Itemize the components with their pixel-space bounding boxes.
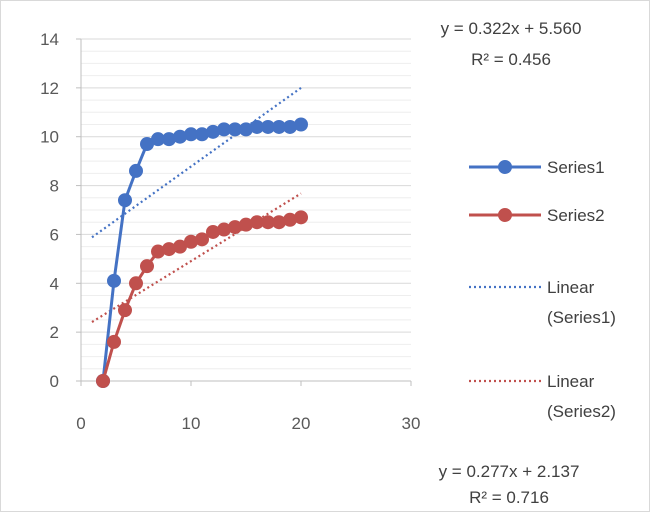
data-point (217, 122, 231, 137)
x-tick-label: 20 (292, 414, 311, 433)
data-point (129, 163, 143, 178)
legend-label: Series2 (547, 206, 605, 225)
data-point (151, 132, 165, 147)
data-point (195, 232, 209, 247)
data-point (261, 119, 275, 134)
data-point (173, 239, 187, 254)
y-tick-label: 0 (50, 372, 59, 391)
data-point (272, 215, 286, 230)
data-point (272, 119, 286, 134)
data-point (239, 122, 253, 137)
data-point (294, 117, 308, 132)
data-point (151, 244, 165, 259)
y-tick-label: 6 (50, 225, 59, 244)
data-point (162, 242, 176, 257)
data-series (96, 117, 308, 388)
data-point (140, 259, 154, 274)
data-point (195, 127, 209, 142)
trendline-equation: y = 0.277x + 2.137 (439, 462, 580, 481)
data-point (129, 276, 143, 291)
trendline (91, 192, 302, 323)
data-point (283, 119, 297, 134)
legend-marker (498, 208, 512, 222)
data-point (118, 303, 132, 318)
data-point (250, 119, 264, 134)
data-point (261, 215, 275, 230)
data-point (217, 222, 231, 237)
data-point (162, 132, 176, 147)
data-point (228, 122, 242, 137)
axes (76, 38, 412, 386)
legend-marker (498, 160, 512, 174)
tick-labels: 0 2 4 6 8 10 12 14 0 10 20 30 (40, 30, 420, 433)
legend-label: Series1 (547, 158, 605, 177)
trendline-r-squared: R² = 0.716 (469, 488, 549, 507)
data-point (184, 234, 198, 249)
legend: Series1 Series2 Linear (Series1) Linear (Seri… (469, 158, 616, 421)
x-tick-label: 0 (76, 414, 85, 433)
data-point (173, 129, 187, 144)
y-tick-label: 10 (40, 128, 59, 147)
legend-label: Linear (547, 372, 595, 391)
data-point (206, 224, 220, 239)
x-tick-label: 30 (402, 414, 421, 433)
legend-label: (Series2) (547, 402, 616, 421)
trendline-r-squared: R² = 0.456 (471, 50, 551, 69)
series-line (101, 123, 302, 382)
data-point (107, 334, 121, 349)
data-point (294, 210, 308, 225)
y-tick-label: 4 (50, 274, 59, 293)
data-point (228, 220, 242, 235)
data-point (250, 215, 264, 230)
trendline-equations: y = 0.322x + 5.560 R² = 0.456 y = 0.277x +… (439, 19, 582, 507)
y-tick-label: 8 (50, 177, 59, 196)
data-point (140, 137, 154, 152)
legend-label: Linear (547, 278, 595, 297)
y-tick-label: 12 (40, 79, 59, 98)
data-point (283, 212, 297, 227)
data-point (239, 217, 253, 232)
legend-label: (Series1) (547, 308, 616, 327)
x-tick-label: 10 (182, 414, 201, 433)
data-point (107, 273, 121, 288)
trendline-equation: y = 0.322x + 5.560 (441, 19, 582, 38)
trendlines (91, 86, 302, 323)
y-tick-label: 14 (40, 30, 59, 49)
data-point (206, 124, 220, 139)
data-point (184, 127, 198, 142)
data-point (96, 374, 110, 388)
data-point (118, 193, 132, 208)
y-tick-label: 2 (50, 323, 59, 342)
